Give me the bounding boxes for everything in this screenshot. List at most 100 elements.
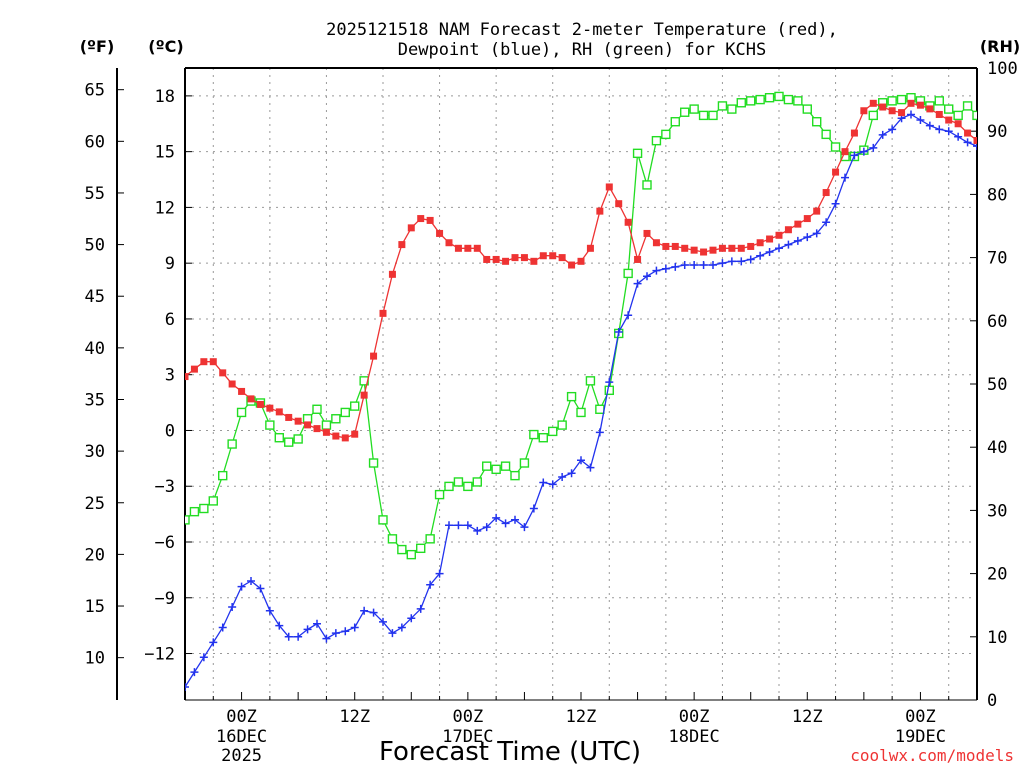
watermark: coolwx.com/models bbox=[850, 746, 1014, 765]
date-label: 16DEC bbox=[216, 727, 267, 747]
rh-point bbox=[519, 458, 530, 468]
rh-point bbox=[755, 94, 765, 105]
rh-point bbox=[425, 534, 435, 544]
rh-tick-label: 60 bbox=[987, 312, 1007, 332]
rh-point bbox=[764, 93, 775, 103]
celsius-tick-label: 12 bbox=[155, 198, 175, 218]
dewpoint-point bbox=[501, 519, 510, 528]
temperature-point bbox=[200, 358, 208, 366]
temperature-point bbox=[586, 244, 594, 252]
celsius-unit-label: (ºC) bbox=[148, 37, 183, 56]
temperature-point bbox=[549, 252, 557, 260]
rh-point bbox=[548, 426, 558, 437]
rh-point bbox=[821, 129, 831, 140]
dewpoint-point bbox=[445, 521, 453, 530]
temperature-point bbox=[813, 207, 821, 215]
dewpoint-point bbox=[473, 526, 482, 535]
rh-point bbox=[661, 129, 671, 140]
rh-point bbox=[793, 96, 803, 106]
temperature-point bbox=[209, 358, 217, 366]
dewpoint-point bbox=[841, 173, 849, 182]
fahrenheit-tick-label: 55 bbox=[85, 184, 105, 204]
dewpoint-point bbox=[303, 625, 312, 634]
dewpoint-point bbox=[907, 110, 915, 119]
rh-point bbox=[274, 433, 284, 443]
rh-unit-label: (RH) bbox=[980, 37, 1020, 56]
rh-point bbox=[500, 461, 511, 471]
dewpoint-point bbox=[812, 229, 821, 238]
dewpoint-point bbox=[350, 623, 359, 632]
temperature-series bbox=[185, 99, 977, 442]
fahrenheit-tick-label: 35 bbox=[85, 390, 105, 410]
temperature-point bbox=[445, 239, 453, 247]
rh-point bbox=[434, 489, 445, 500]
temperature-point bbox=[530, 257, 538, 265]
rh-point bbox=[887, 96, 897, 106]
dewpoint-point bbox=[680, 261, 689, 270]
temperature-point bbox=[426, 216, 434, 224]
temperature-point bbox=[737, 244, 745, 252]
celsius-tick-label: 3 bbox=[165, 366, 175, 386]
time-tick-label: 00Z bbox=[226, 707, 257, 727]
rh-point bbox=[708, 110, 718, 121]
rh-tick-label: 40 bbox=[987, 438, 1007, 458]
temperature-point bbox=[690, 246, 698, 254]
dewpoint-point bbox=[265, 606, 274, 615]
temperature-point bbox=[256, 400, 264, 408]
temperature-point bbox=[294, 417, 302, 425]
chart-title-line-1: 2025121518 NAM Forecast 2-meter Temperat… bbox=[326, 20, 838, 40]
rh-tick-label: 80 bbox=[987, 185, 1007, 205]
dewpoint-point bbox=[888, 125, 897, 134]
temperature-point bbox=[860, 107, 868, 115]
temperature-point bbox=[832, 168, 840, 176]
temperature-point bbox=[700, 248, 708, 256]
temperature-point bbox=[247, 395, 255, 403]
rh-point bbox=[368, 458, 379, 468]
dewpoint-point bbox=[256, 584, 265, 593]
temperature-point bbox=[954, 120, 962, 128]
dewpoint-point bbox=[765, 248, 774, 257]
rh-point bbox=[387, 534, 398, 544]
rh-point bbox=[321, 420, 332, 430]
dewpoint-point bbox=[369, 608, 378, 617]
rh-point bbox=[406, 549, 416, 560]
dewpoint-point bbox=[690, 261, 699, 270]
rh-point bbox=[576, 407, 586, 418]
dewpoint-point bbox=[275, 621, 284, 630]
dewpoint-point bbox=[548, 480, 557, 489]
dewpoint-point bbox=[218, 623, 227, 632]
dewpoint-point bbox=[388, 629, 397, 638]
temperature-point bbox=[803, 215, 811, 223]
temperature-point bbox=[850, 129, 858, 137]
rh-point bbox=[227, 439, 237, 449]
rh-point bbox=[783, 94, 794, 105]
temperature-point bbox=[436, 229, 444, 237]
dewpoint-point bbox=[185, 682, 189, 691]
rh-point bbox=[585, 376, 596, 386]
rh-point bbox=[680, 107, 690, 117]
temperature-point bbox=[916, 101, 924, 109]
dewpoint-point bbox=[614, 327, 623, 336]
dewpoint-point bbox=[360, 606, 369, 615]
dewpoint-point bbox=[973, 142, 977, 151]
temperature-point bbox=[464, 244, 472, 252]
dewpoint-point bbox=[209, 638, 218, 647]
rh-point bbox=[199, 503, 209, 514]
time-tick-label: 12Z bbox=[339, 707, 370, 727]
dewpoint-point bbox=[793, 236, 802, 245]
dewpoint-point bbox=[529, 504, 538, 513]
temperature-point bbox=[577, 257, 585, 265]
dewpoint-point bbox=[746, 255, 755, 264]
rh-point bbox=[218, 470, 228, 481]
rh-point bbox=[746, 96, 756, 106]
dewpoint-point bbox=[492, 513, 501, 522]
rh-point bbox=[444, 481, 454, 492]
time-tick-label: 00Z bbox=[679, 707, 710, 727]
year-label: 2025 bbox=[221, 746, 262, 766]
temperature-point bbox=[662, 242, 670, 250]
temperature-point bbox=[520, 254, 528, 262]
dewpoint-line bbox=[185, 113, 977, 688]
fahrenheit-axis-ticks: 10 15 20 25 30 35 40 45 50 55 60 65 bbox=[85, 81, 124, 669]
dewpoint-point bbox=[925, 121, 934, 130]
temperature-point bbox=[879, 103, 887, 111]
